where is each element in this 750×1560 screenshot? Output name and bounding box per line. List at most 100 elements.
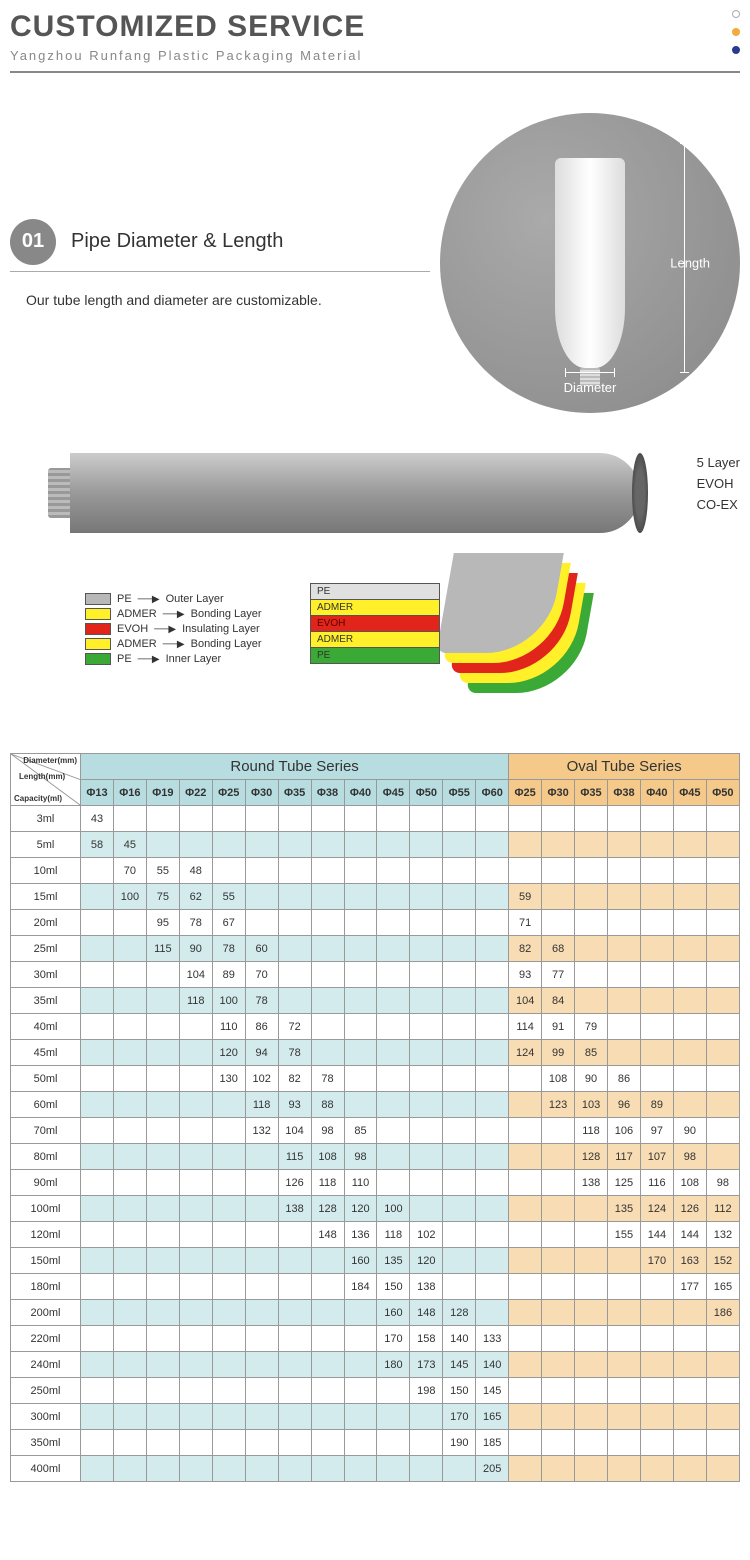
oval-cell <box>575 858 608 884</box>
round-cell: 140 <box>443 1326 476 1352</box>
round-cell <box>344 1456 377 1482</box>
round-dia-header: Φ40 <box>344 780 377 806</box>
round-cell: 170 <box>377 1326 410 1352</box>
oval-cell: 79 <box>575 1014 608 1040</box>
table-row: 150ml160135120170163152 <box>11 1248 740 1274</box>
oval-cell <box>575 884 608 910</box>
diameter-dim-line <box>565 372 615 373</box>
round-cell: 88 <box>311 1092 344 1118</box>
legend-role: Inner Layer <box>166 653 222 665</box>
round-cell <box>179 1326 212 1352</box>
section-badge: 01 <box>10 219 56 265</box>
round-cell <box>113 1430 146 1456</box>
round-cell: 104 <box>179 962 212 988</box>
oval-cell <box>509 1430 542 1456</box>
round-cell <box>311 1326 344 1352</box>
round-cell <box>146 1118 179 1144</box>
oval-cell <box>608 1404 641 1430</box>
round-dia-header: Φ45 <box>377 780 410 806</box>
table-row: 40ml11086721149179 <box>11 1014 740 1040</box>
round-cell: 45 <box>113 832 146 858</box>
round-cell <box>410 936 443 962</box>
round-cell <box>146 806 179 832</box>
round-cell <box>476 936 509 962</box>
tube-dimension-illustration: Length Diameter <box>440 113 740 413</box>
capacity-cell: 30ml <box>11 962 81 988</box>
round-cell <box>443 1196 476 1222</box>
section-01: 01 Pipe Diameter & Length Our tube lengt… <box>10 113 740 413</box>
round-cell <box>377 1170 410 1196</box>
legend-name: ADMER <box>117 608 157 620</box>
round-cell <box>443 1456 476 1482</box>
oval-cell <box>608 1248 641 1274</box>
table-row: 15ml10075625559 <box>11 884 740 910</box>
round-cell: 128 <box>311 1196 344 1222</box>
round-cell <box>245 1326 278 1352</box>
capacity-cell: 40ml <box>11 1014 81 1040</box>
round-cell: 140 <box>476 1352 509 1378</box>
round-cell <box>212 1144 245 1170</box>
oval-cell: 144 <box>640 1222 673 1248</box>
oval-cell: 96 <box>608 1092 641 1118</box>
oval-cell <box>542 1430 575 1456</box>
table-row: 220ml170158140133 <box>11 1326 740 1352</box>
oval-cell <box>640 1300 673 1326</box>
header-dots <box>732 10 740 54</box>
round-cell: 138 <box>278 1196 311 1222</box>
round-cell <box>113 1404 146 1430</box>
round-cell <box>344 962 377 988</box>
legend-row: PE──▶Outer Layer <box>85 593 262 605</box>
layer-bar: EVOH <box>310 615 440 632</box>
table-row: 90ml12611811013812511610898 <box>11 1170 740 1196</box>
oval-cell <box>640 858 673 884</box>
round-cell <box>81 1014 114 1040</box>
round-cell <box>344 806 377 832</box>
dot-2 <box>732 28 740 36</box>
oval-cell <box>509 1404 542 1430</box>
legend-row: ADMER──▶Bonding Layer <box>85 638 262 650</box>
round-cell <box>311 910 344 936</box>
oval-cell <box>608 910 641 936</box>
round-cell <box>410 806 443 832</box>
round-cell <box>212 858 245 884</box>
oval-cell <box>575 962 608 988</box>
round-cell <box>179 1170 212 1196</box>
legend-row: EVOH──▶Insulating Layer <box>85 623 262 635</box>
round-cell <box>245 806 278 832</box>
round-cell <box>81 1144 114 1170</box>
round-cell: 62 <box>179 884 212 910</box>
round-cell: 104 <box>278 1118 311 1144</box>
round-cell: 67 <box>212 910 245 936</box>
round-cell: 102 <box>245 1066 278 1092</box>
round-cell <box>179 1248 212 1274</box>
round-cell <box>410 910 443 936</box>
oval-cell <box>542 1144 575 1170</box>
arrow-icon: ──▶ <box>163 609 185 620</box>
round-cell <box>245 884 278 910</box>
round-cell: 60 <box>245 936 278 962</box>
oval-cell <box>509 1378 542 1404</box>
oval-cell <box>673 1040 706 1066</box>
round-cell <box>344 1300 377 1326</box>
round-cell <box>377 1040 410 1066</box>
round-cell <box>410 832 443 858</box>
oval-cell <box>706 1456 739 1482</box>
round-cell <box>344 1066 377 1092</box>
oval-cell <box>706 806 739 832</box>
capacity-cell: 5ml <box>11 832 81 858</box>
round-cell: 55 <box>212 884 245 910</box>
legend-name: EVOH <box>117 623 148 635</box>
layer-bar: PE <box>310 647 440 664</box>
oval-cell <box>575 936 608 962</box>
round-cell: 185 <box>476 1430 509 1456</box>
round-cell <box>81 1352 114 1378</box>
round-cell <box>410 1014 443 1040</box>
round-cell: 180 <box>377 1352 410 1378</box>
round-cell <box>245 1378 278 1404</box>
oval-cell: 126 <box>673 1196 706 1222</box>
round-cell <box>81 1456 114 1482</box>
round-cell <box>443 1170 476 1196</box>
oval-cell: 108 <box>542 1066 575 1092</box>
round-cell <box>245 1274 278 1300</box>
oval-cell <box>706 910 739 936</box>
